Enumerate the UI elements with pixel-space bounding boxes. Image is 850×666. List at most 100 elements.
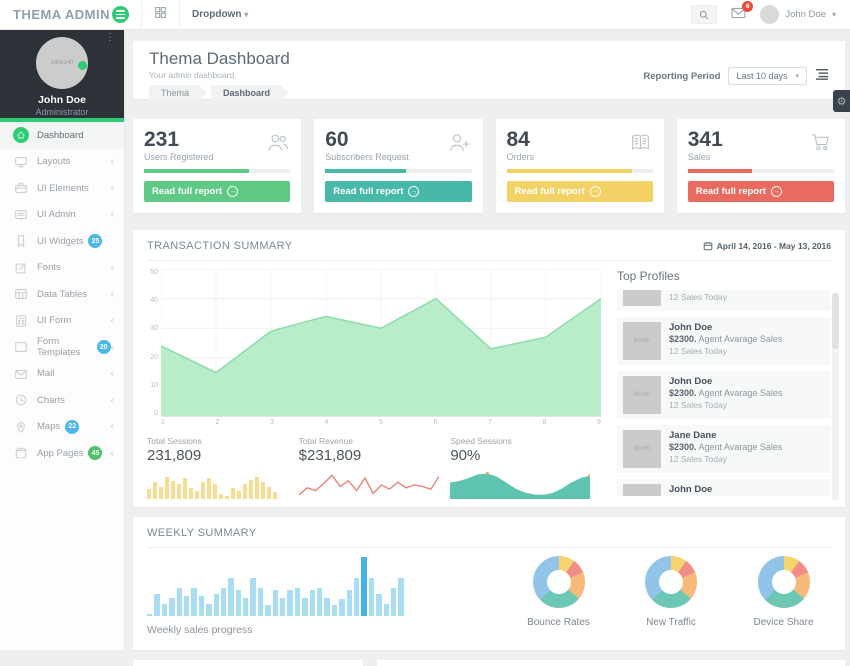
sidebar-item-ui-form[interactable]: UI Form‹ (0, 308, 124, 335)
apps-grid-button[interactable] (141, 0, 179, 30)
sidebar-user-role: Administrator (0, 107, 124, 117)
y-tick: 20 (150, 354, 158, 361)
online-status-dot (78, 61, 87, 70)
progress-track (507, 169, 653, 173)
sidebar-item-label: UI Elements (37, 183, 89, 194)
donut-new-traffic: New Traffic (624, 556, 719, 628)
reporting-period-label: Reporting Period (643, 71, 720, 82)
scrollbar-thumb[interactable] (832, 293, 839, 349)
count-badge: 20 (97, 340, 111, 354)
scrollbar[interactable] (832, 293, 839, 501)
sidebar-item-label: Dashboard (37, 130, 83, 141)
x-tick: 8 (543, 419, 547, 426)
calculator-icon (13, 313, 29, 329)
mini-stat-label: Total Sessions (147, 436, 299, 446)
sidebar-item-dashboard[interactable]: Dashboard (0, 122, 124, 149)
read-full-report-button[interactable]: Read full report→ (144, 181, 290, 202)
arrow-circle-icon: → (408, 186, 419, 197)
journal-icon (628, 130, 653, 158)
profile-list-item[interactable]: 80x8012 Sales Today (617, 290, 831, 311)
read-full-report-button[interactable]: Read full report→ (688, 181, 834, 202)
sidebar-item-mail[interactable]: Mail‹ (0, 361, 124, 388)
weekly-bar (391, 588, 396, 617)
donut-chart (645, 556, 697, 608)
read-full-report-button[interactable]: Read full report→ (507, 181, 653, 202)
count-badge: 25 (88, 234, 102, 248)
sidebar-item-label: UI Form (37, 315, 71, 326)
sidebar-item-ui-admin[interactable]: UI Admin‹ (0, 202, 124, 229)
calendar-icon (703, 241, 713, 251)
weekly-bar (295, 588, 300, 617)
sidebar-toggle-button[interactable] (112, 6, 129, 23)
table-icon (13, 286, 29, 302)
avatar: 80x80 (623, 430, 661, 468)
donut-device-share: Device Share (736, 556, 831, 628)
date-range[interactable]: April 14, 2016 - May 13, 2016 (703, 241, 831, 251)
sidebar-item-label: App Pages (37, 448, 83, 459)
arrow-circle-icon: → (590, 186, 601, 197)
sidebar-item-charts[interactable]: Charts‹ (0, 387, 124, 414)
list-view-button[interactable] (815, 67, 829, 85)
weekly-bar (361, 557, 366, 617)
sidebar-user-panel: ⋮ 140x140 John Doe Administrator (0, 30, 124, 118)
chevron-left-icon: ‹ (111, 289, 114, 300)
mail-icon (13, 366, 29, 382)
settings-panel-toggle[interactable]: ⚙ (833, 90, 850, 112)
read-full-report-button[interactable]: Read full report→ (325, 181, 471, 202)
weekly-bar (376, 594, 381, 616)
profile-sales-today: 12 Sales Today (669, 454, 782, 465)
top-profiles-title: Top Profiles (617, 269, 831, 283)
weekly-bar (347, 590, 352, 616)
profile-sales-today: 12 Sales Today (669, 346, 782, 357)
chevron-left-icon: ‹ (111, 395, 114, 406)
user-menu[interactable]: John Doe ▾ (760, 5, 836, 24)
y-tick: 50 (150, 269, 158, 276)
y-tick: 40 (150, 297, 158, 304)
sidebar-item-fonts[interactable]: Fonts‹ (0, 255, 124, 282)
sessions-sparkline (147, 469, 299, 499)
weekly-bar (169, 598, 174, 617)
breadcrumb-item-dashboard[interactable]: Dashboard (211, 85, 280, 101)
mini-stat-total-revenue: Total Revenue$231,809 (299, 436, 451, 499)
weekly-summary-title: WEEKLY SUMMARY (147, 527, 257, 539)
x-tick: 1 (161, 419, 165, 426)
messages-button[interactable]: 6 (731, 6, 746, 24)
breadcrumb-item-thema[interactable]: Thema (149, 85, 199, 101)
clock-icon (13, 392, 29, 408)
arrow-circle-icon: → (227, 186, 238, 197)
sidebar-item-layouts[interactable]: Layouts‹ (0, 149, 124, 176)
reporting-period-select[interactable]: Last 10 days ▾ (728, 67, 807, 85)
search-button[interactable] (691, 5, 717, 24)
sidebar-item-ui-elements[interactable]: UI Elements‹ (0, 175, 124, 202)
kebab-menu-icon[interactable]: ⋮ (105, 33, 115, 43)
profile-sales-today: 12 Sales Today (669, 292, 727, 303)
mini-stat-label: Total Revenue (299, 436, 451, 446)
x-tick: 3 (270, 419, 274, 426)
nav-dropdown[interactable]: Dropdown ▾ (179, 0, 260, 30)
monitor-icon (13, 154, 29, 170)
weekly-bar (398, 578, 403, 616)
sidebar-item-data-tables[interactable]: Data Tables‹ (0, 281, 124, 308)
weekly-bar (214, 594, 219, 616)
window-icon (13, 339, 29, 355)
weekly-bar (317, 588, 322, 617)
donut-bounce-rates: Bounce Rates (511, 556, 606, 628)
weekly-bar (147, 614, 152, 616)
x-tick: 5 (379, 419, 383, 426)
weekly-bar (354, 578, 359, 616)
avatar: 140x140 (36, 37, 88, 89)
speed-sparkline (450, 469, 602, 499)
edit-icon (13, 260, 29, 276)
weekly-bar-chart: Weekly sales progress (147, 550, 477, 636)
home-icon (13, 127, 29, 143)
progress-fill (144, 169, 249, 173)
